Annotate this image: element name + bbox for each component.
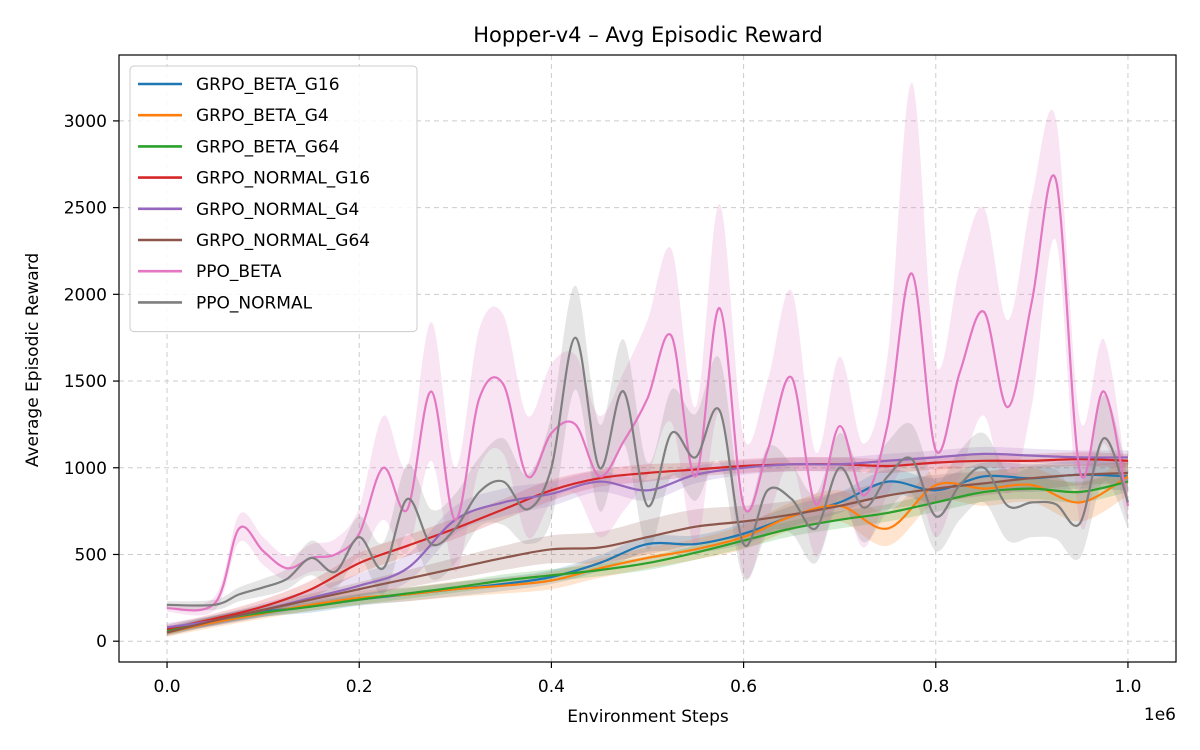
series-line-grpo-beta-g64 — [166, 480, 1129, 632]
series-line-ppo-normal — [166, 336, 1130, 607]
y-tick-label: 3000 — [64, 112, 107, 132]
legend-label-grpo-normal-g4: GRPO_NORMAL_G4 — [196, 200, 359, 220]
x-axis-label: Environment Steps — [567, 707, 729, 727]
chart-title: Hopper-v4 – Avg Episodic Reward — [473, 23, 823, 47]
legend-label-ppo-normal: PPO_NORMAL — [196, 293, 313, 313]
legend-label-grpo-beta-g64: GRPO_BETA_G64 — [196, 137, 340, 157]
y-tick-label: 1500 — [64, 372, 107, 392]
y-tick-label: 500 — [75, 545, 107, 565]
legend-label-grpo-normal-g16: GRPO_NORMAL_G16 — [196, 169, 370, 189]
x-tick-label: 0.2 — [346, 677, 373, 697]
x-tick-label: 0.0 — [154, 677, 181, 697]
x-tick-label: 0.8 — [922, 677, 949, 697]
legend-label-ppo-beta: PPO_BETA — [196, 262, 282, 282]
band-grpo-normal-g64 — [167, 462, 1128, 636]
band-grpo-beta-g16 — [167, 460, 1128, 636]
y-tick-label: 2000 — [64, 285, 107, 305]
y-tick-label: 2500 — [64, 199, 107, 219]
y-tick-label: 0 — [96, 632, 107, 652]
legend-label-grpo-normal-g64: GRPO_NORMAL_G64 — [196, 231, 370, 251]
legend: GRPO_BETA_G16 GRPO_BETA_G4 GRPO_BETA_G64 GR… — [129, 65, 418, 333]
y-tick-label: 1000 — [64, 459, 107, 479]
band-grpo-beta-g4 — [167, 457, 1128, 637]
legend-label-grpo-beta-g16: GRPO_BETA_G16 — [196, 75, 340, 95]
series-line-grpo-beta-g4 — [166, 475, 1129, 634]
series-lines — [166, 174, 1130, 634]
x-tick-label: 1.0 — [1114, 677, 1141, 697]
plot-frame — [118, 54, 1177, 663]
series-line-grpo-normal-g4 — [166, 452, 1129, 629]
axis-ticks: 0.0 0.2 0.4 0.6 0.8 1.0 0 500 1000 1500 2000 2500 30… — [64, 112, 1142, 697]
legend-label-grpo-beta-g4: GRPO_BETA_G4 — [196, 106, 329, 126]
series-line-ppo-beta — [166, 174, 1130, 612]
x-tick-label: 0.6 — [730, 677, 757, 697]
y-axis-label: Average Episodic Reward — [23, 253, 43, 467]
series-line-grpo-normal-g64 — [166, 471, 1129, 634]
legend-box — [129, 65, 418, 333]
x-tick-label: 0.4 — [538, 677, 565, 697]
band-ppo-normal — [167, 285, 1128, 611]
series-line-grpo-normal-g16 — [166, 458, 1129, 631]
x-axis-offset-label: 1e6 — [1144, 705, 1176, 725]
